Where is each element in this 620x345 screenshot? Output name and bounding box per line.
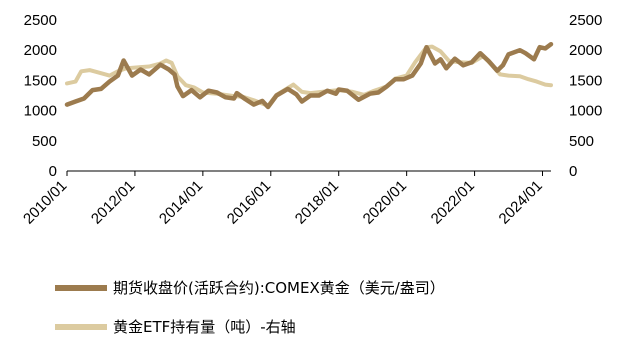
x-tick-label: 2020/01 (360, 177, 410, 227)
x-tick-label: 2024/01 (496, 177, 546, 227)
series-line-futures (64, 41, 554, 110)
legend-futures: 期货收盘价(活跃合约):COMEX黄金（美元/盎司） (55, 279, 445, 297)
y-tick-label: 2500 (24, 12, 57, 29)
y-tick-label: 1000 (24, 103, 57, 120)
y2-tick-label: 2500 (569, 12, 602, 29)
y-tick-label: 1500 (24, 72, 57, 89)
x-axis-ticks: 2010/01 2012/01 2014/01 2016/01 2018/01 2020/… (20, 171, 546, 228)
y2-tick-label: 1000 (569, 103, 602, 120)
legend-futures-label: 期货收盘价(活跃合约):COMEX黄金（美元/盎司） (113, 279, 445, 297)
x-tick-label: 2010/01 (20, 177, 70, 227)
right-axis-ticks: 0 500 1000 1500 2000 2500 (569, 12, 602, 180)
x-tick-label: 2016/01 (224, 177, 274, 227)
y-tick-label: 0 (49, 163, 57, 180)
series-lines (64, 41, 554, 110)
left-axis-ticks: 0 500 1000 1500 2000 2500 (24, 12, 57, 180)
legend-etf-label: 黄金ETF持有量（吨）-右轴 (113, 318, 296, 336)
legend-etf-swatch (55, 324, 107, 330)
legend-etf: 黄金ETF持有量（吨）-右轴 (55, 318, 296, 336)
y-tick-label: 2000 (24, 42, 57, 59)
y-tick-label: 500 (32, 133, 57, 150)
y2-tick-label: 2000 (569, 42, 602, 59)
legend-futures-swatch (55, 285, 107, 291)
x-tick-label: 2014/01 (156, 177, 206, 227)
y2-tick-label: 0 (569, 163, 577, 180)
y2-tick-label: 1500 (569, 72, 602, 89)
series-line-etf (65, 44, 553, 108)
x-tick-label: 2018/01 (292, 177, 342, 227)
x-tick-label: 2022/01 (428, 177, 478, 227)
x-tick-label: 2012/01 (88, 177, 138, 227)
y2-tick-label: 500 (569, 133, 594, 150)
